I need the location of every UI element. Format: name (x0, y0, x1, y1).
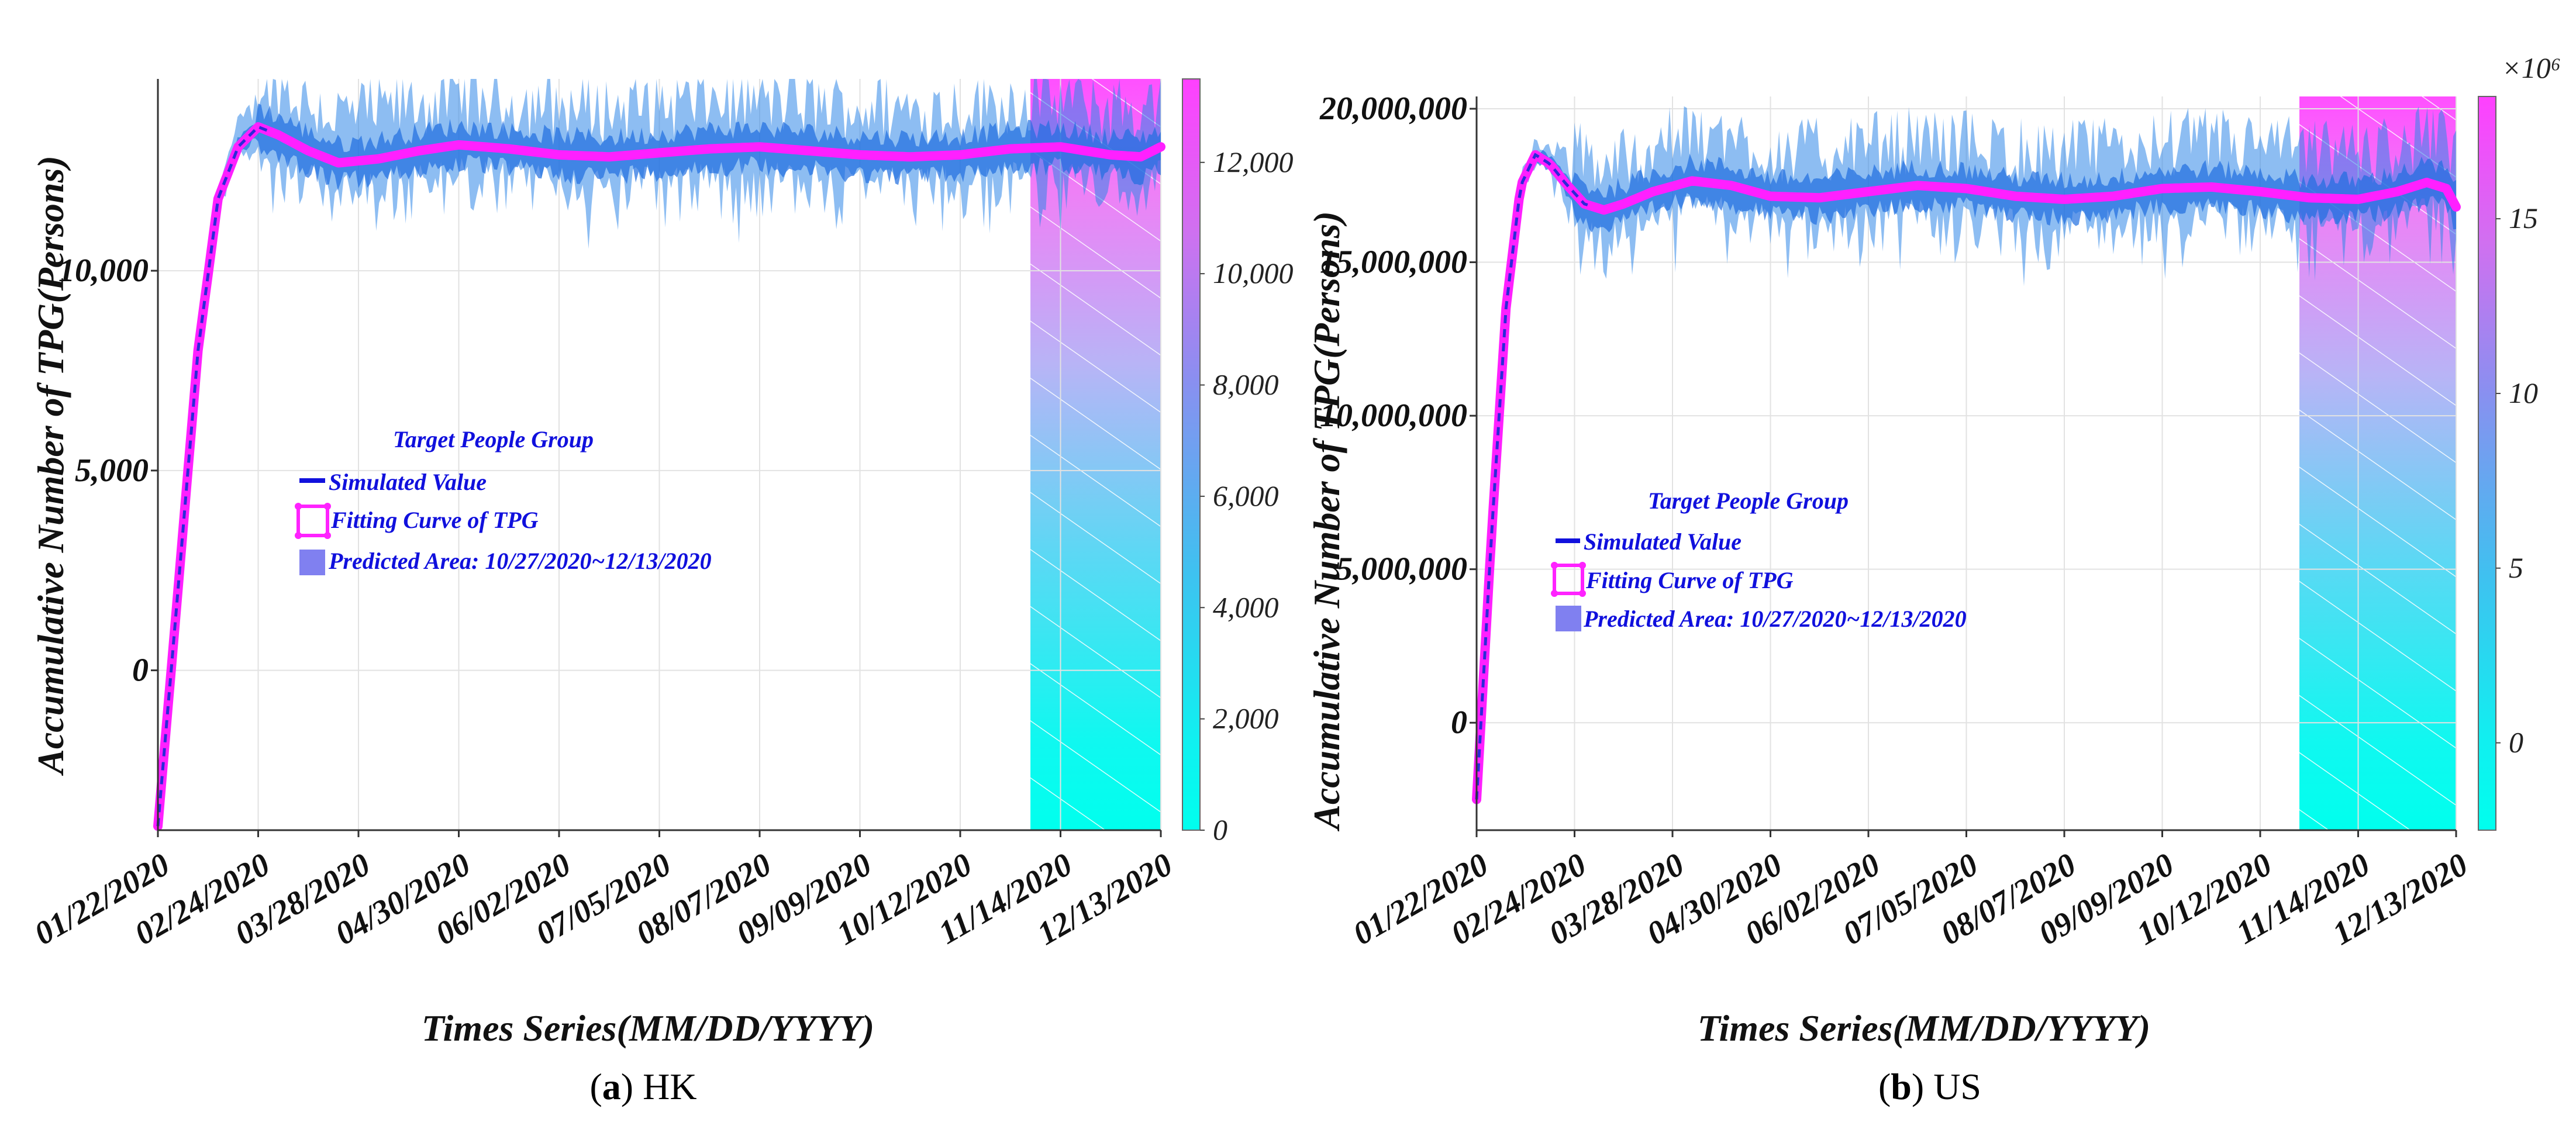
caption-letter: b (1891, 1066, 1912, 1107)
y-tick-label: 10,000,000 (1320, 398, 1467, 434)
caption-text: HK (643, 1066, 696, 1107)
y-tick-labels: 0 5,000 10,000 (58, 253, 158, 689)
y-tick-label: 0 (1451, 704, 1467, 741)
colorbar-tick-label: 12,000 (1213, 146, 1294, 178)
legend-item-predicted: Predicted Area: 10/27/2020~12/13/2020 (328, 548, 712, 574)
colorbar-tick-label: 15 (2509, 202, 2538, 234)
y-tick-label: 10,000 (58, 253, 149, 289)
colorbar-tick-label: 10,000 (1213, 257, 1294, 289)
fitting-curve (1472, 150, 2461, 804)
y-tick-label: 15,000,000 (1320, 244, 1467, 281)
colorbar-tick-label: 10 (2509, 376, 2538, 409)
legend-item-fitting: Fitting Curve of TPG (1585, 567, 1794, 593)
caption: (a) HK (589, 1066, 696, 1107)
simulated-value-core (1477, 150, 2456, 800)
legend-swatch-fitting (296, 505, 329, 537)
legend-item-predicted: Predicted Area: 10/27/2020~12/13/2020 (1583, 606, 1967, 632)
colorbar-tick-label: 4,000 (1213, 590, 1279, 623)
legend-swatch-fitting (1553, 564, 1584, 595)
colorbar-tick-label: 0 (1213, 813, 1227, 846)
y-tick-label: 0 (132, 652, 149, 689)
legend: Target People Group Simulated Value Fitt… (295, 426, 712, 575)
legend-swatch-predicted (1556, 606, 1581, 631)
colorbar-gradient (1182, 78, 1201, 831)
panel-hk: 01/22/202002/24/202003/28/202004/30/2020… (29, 78, 1294, 1107)
simulated-value-noise (1477, 106, 2456, 800)
y-axis-label: Accumulative Number of TPG(Persons) (1306, 211, 1347, 832)
colorbar-tick-label: 8,000 (1213, 368, 1279, 401)
simulated-value-line (156, 125, 273, 827)
x-tick-labels: 01/22/202002/24/202003/28/202004/30/2020… (1347, 830, 2474, 952)
legend-title: Target People Group (393, 426, 594, 452)
y-axis-label: Accumulative Number of TPG(Persons) (30, 156, 71, 776)
colorbar-tick-label: 2,000 (1213, 702, 1279, 735)
legend-item-simulated: Simulated Value (1584, 528, 1742, 555)
legend-swatch-predicted (299, 550, 325, 575)
predicted-area-hatch (1030, 79, 1161, 830)
colorbar: 0 2,000 4,000 6,000 8,000 10,000 12,000 (1182, 78, 1294, 846)
colorbar-tick-label: 5 (2509, 551, 2523, 584)
caption: (b) US (1878, 1066, 1981, 1107)
y-tick-label: 5,000,000 (1336, 551, 1467, 588)
fitting-curve-line (153, 122, 1165, 831)
legend-item-fitting: Fitting Curve of TPG (330, 507, 539, 533)
caption-text: US (1933, 1066, 1981, 1107)
y-tick-labels: 0 5,000,000 10,000,000 15,000,000 20,000,000 (1319, 91, 1477, 741)
x-axis-label: Times Series(MM/DD/YYYY) (422, 1007, 874, 1049)
y-tick-label: 20,000,000 (1319, 91, 1467, 127)
x-axis-label: Times Series(MM/DD/YYYY) (1698, 1007, 2150, 1049)
legend-item-simulated: Simulated Value (329, 469, 487, 495)
colorbar-tick-label: 6,000 (1213, 479, 1279, 512)
colorbar-gradient (2478, 96, 2496, 831)
colorbar-exponent: ×10⁶ (2502, 51, 2561, 84)
legend: Target People Group Simulated Value Fitt… (1551, 488, 1967, 632)
fitting-curve (153, 122, 1165, 831)
caption-letter: a (602, 1066, 621, 1107)
simulated-value-noise (158, 79, 1161, 827)
x-tick-labels: 01/22/202002/24/202003/28/202004/30/2020… (29, 830, 1179, 952)
y-tick-label: 5,000 (75, 452, 149, 489)
colorbar-tick-label: 0 (2509, 726, 2523, 759)
grid (1476, 96, 2457, 830)
legend-title: Target People Group (1648, 488, 1849, 514)
panel-us: 01/22/202002/24/202003/28/202004/30/2020… (1306, 51, 2561, 1107)
grid (157, 79, 1161, 830)
fitting-curve-line (1472, 150, 2461, 804)
predicted-area (1030, 79, 1161, 830)
colorbar: 0 5 10 15 ×10⁶ (2478, 51, 2561, 831)
